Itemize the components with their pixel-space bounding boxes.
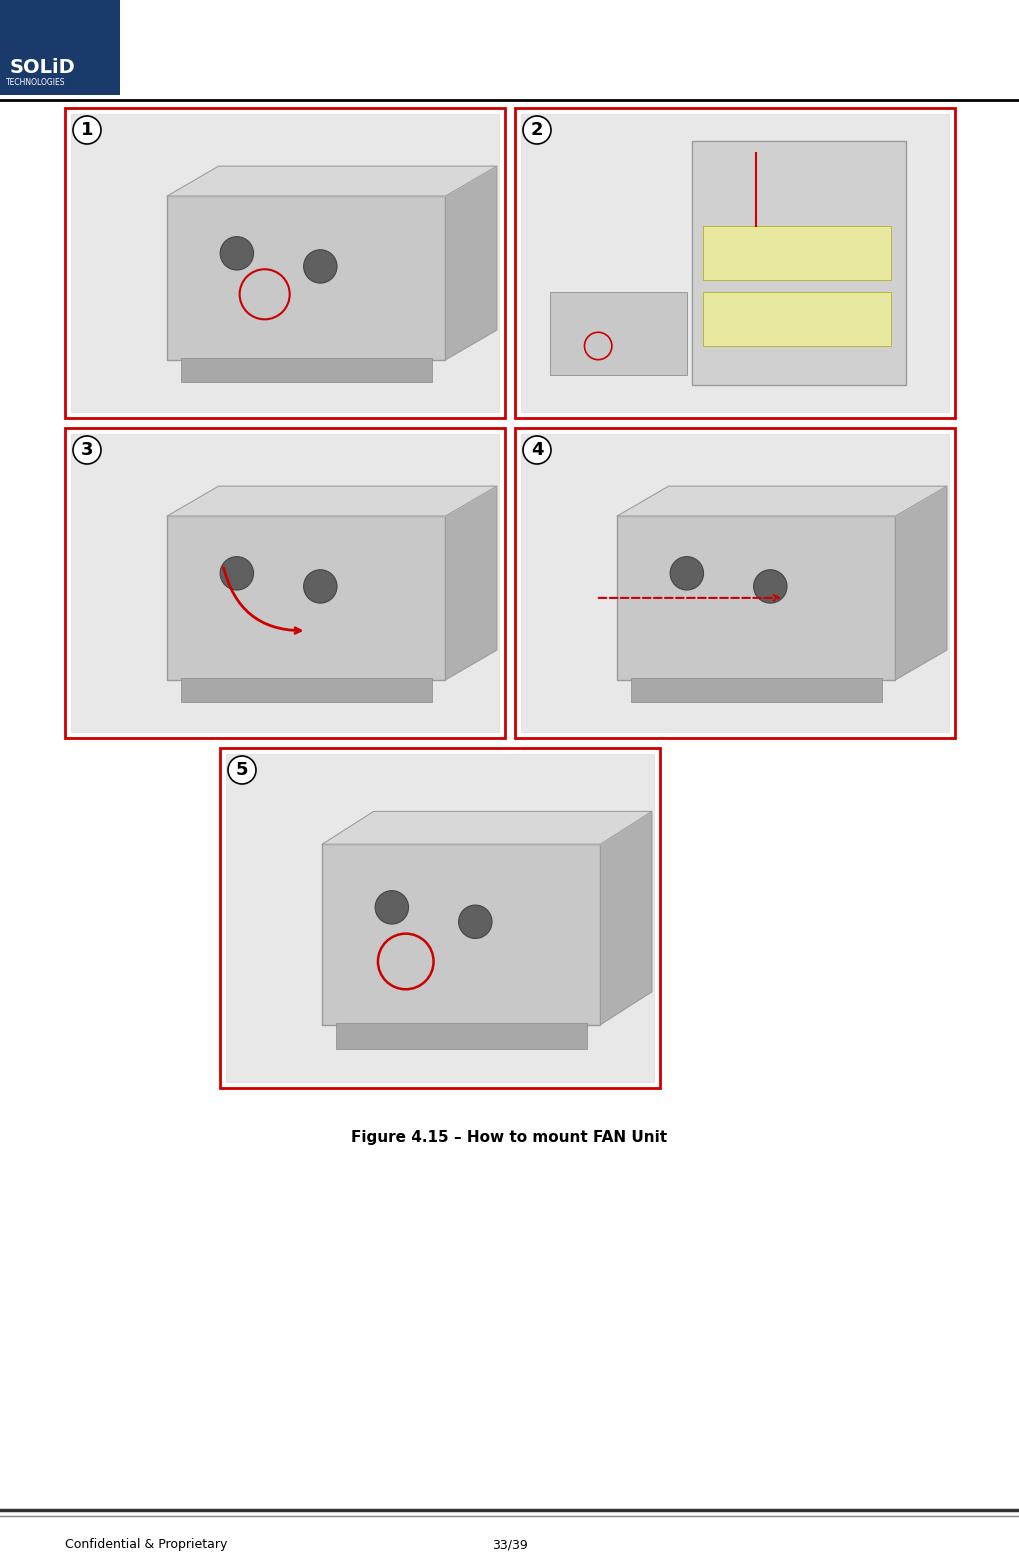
Circle shape [304,250,337,283]
FancyBboxPatch shape [336,1022,587,1049]
Circle shape [73,116,101,144]
Text: 33/39: 33/39 [491,1538,528,1550]
FancyBboxPatch shape [65,428,505,738]
FancyBboxPatch shape [181,358,432,381]
FancyBboxPatch shape [703,292,892,345]
FancyBboxPatch shape [181,678,432,702]
FancyBboxPatch shape [71,435,499,731]
Text: 2: 2 [531,120,543,139]
Polygon shape [600,811,652,1025]
FancyBboxPatch shape [618,516,896,680]
FancyBboxPatch shape [692,141,906,384]
FancyBboxPatch shape [65,108,505,417]
FancyBboxPatch shape [167,516,445,680]
Text: 4: 4 [531,441,543,460]
Text: Figure 4.15 – How to mount FAN Unit: Figure 4.15 – How to mount FAN Unit [352,1130,667,1146]
Circle shape [304,570,337,603]
FancyBboxPatch shape [220,749,660,1088]
FancyBboxPatch shape [0,0,120,95]
Circle shape [375,891,409,924]
FancyBboxPatch shape [71,114,499,413]
FancyBboxPatch shape [226,753,654,1082]
Circle shape [220,236,254,270]
Circle shape [73,436,101,464]
Text: 5: 5 [235,761,249,778]
FancyBboxPatch shape [322,844,600,1025]
Polygon shape [445,166,497,359]
FancyBboxPatch shape [703,227,892,280]
FancyBboxPatch shape [521,435,949,731]
Polygon shape [896,486,947,680]
FancyBboxPatch shape [521,114,949,413]
Circle shape [754,570,787,603]
Circle shape [671,556,703,589]
Text: Confidential & Proprietary: Confidential & Proprietary [65,1538,227,1550]
FancyBboxPatch shape [550,292,687,375]
Text: 1: 1 [81,120,94,139]
Text: 3: 3 [81,441,94,460]
Polygon shape [167,166,497,195]
Circle shape [228,756,256,785]
Text: SOLiD: SOLiD [10,58,75,77]
FancyBboxPatch shape [631,678,881,702]
Text: TECHNOLOGIES: TECHNOLOGIES [6,78,65,88]
Circle shape [523,436,551,464]
Circle shape [459,905,492,938]
Polygon shape [322,811,652,844]
FancyBboxPatch shape [515,428,955,738]
Polygon shape [167,486,497,516]
FancyBboxPatch shape [515,108,955,417]
Polygon shape [445,486,497,680]
Circle shape [220,556,254,589]
Polygon shape [618,486,947,516]
Circle shape [523,116,551,144]
FancyBboxPatch shape [167,195,445,359]
